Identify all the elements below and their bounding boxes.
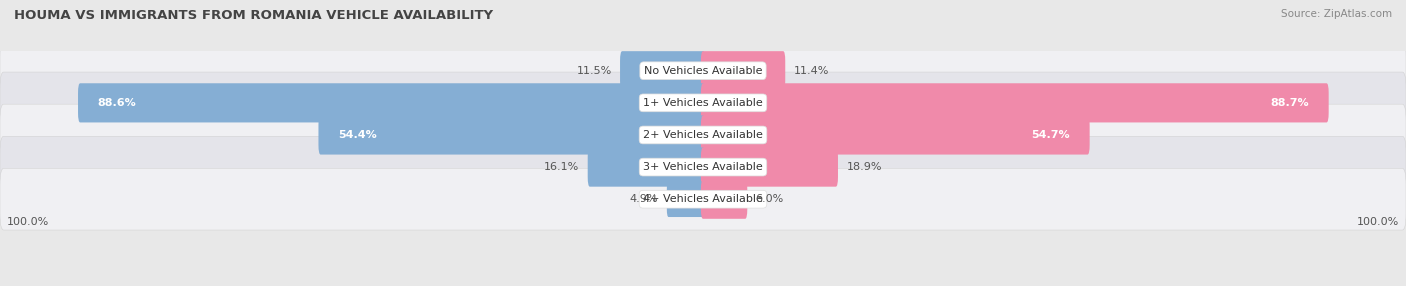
- Text: 4.9%: 4.9%: [630, 194, 658, 204]
- Text: 3+ Vehicles Available: 3+ Vehicles Available: [643, 162, 763, 172]
- FancyBboxPatch shape: [0, 168, 1406, 230]
- FancyBboxPatch shape: [79, 83, 704, 122]
- FancyBboxPatch shape: [588, 148, 706, 187]
- FancyBboxPatch shape: [0, 40, 1406, 102]
- FancyBboxPatch shape: [0, 136, 1406, 198]
- Text: 100.0%: 100.0%: [1357, 217, 1399, 227]
- Text: 88.6%: 88.6%: [97, 98, 136, 108]
- FancyBboxPatch shape: [318, 115, 706, 154]
- Text: 54.7%: 54.7%: [1032, 130, 1070, 140]
- FancyBboxPatch shape: [700, 148, 838, 187]
- Text: HOUMA VS IMMIGRANTS FROM ROMANIA VEHICLE AVAILABILITY: HOUMA VS IMMIGRANTS FROM ROMANIA VEHICLE…: [14, 9, 494, 21]
- FancyBboxPatch shape: [700, 51, 785, 90]
- Text: 100.0%: 100.0%: [7, 217, 49, 227]
- Text: 54.4%: 54.4%: [337, 130, 377, 140]
- Text: 2+ Vehicles Available: 2+ Vehicles Available: [643, 130, 763, 140]
- FancyBboxPatch shape: [700, 180, 748, 219]
- FancyBboxPatch shape: [0, 104, 1406, 166]
- Text: 1+ Vehicles Available: 1+ Vehicles Available: [643, 98, 763, 108]
- Text: 16.1%: 16.1%: [544, 162, 579, 172]
- FancyBboxPatch shape: [666, 181, 704, 217]
- Text: 4+ Vehicles Available: 4+ Vehicles Available: [643, 194, 763, 204]
- Text: 6.0%: 6.0%: [756, 194, 785, 204]
- FancyBboxPatch shape: [700, 83, 1329, 122]
- FancyBboxPatch shape: [620, 51, 706, 90]
- FancyBboxPatch shape: [0, 72, 1406, 134]
- FancyBboxPatch shape: [700, 115, 1090, 154]
- Text: 11.4%: 11.4%: [793, 66, 830, 76]
- Text: 18.9%: 18.9%: [846, 162, 882, 172]
- Text: 88.7%: 88.7%: [1271, 98, 1309, 108]
- Text: 11.5%: 11.5%: [576, 66, 612, 76]
- Text: Source: ZipAtlas.com: Source: ZipAtlas.com: [1281, 9, 1392, 19]
- Text: No Vehicles Available: No Vehicles Available: [644, 66, 762, 76]
